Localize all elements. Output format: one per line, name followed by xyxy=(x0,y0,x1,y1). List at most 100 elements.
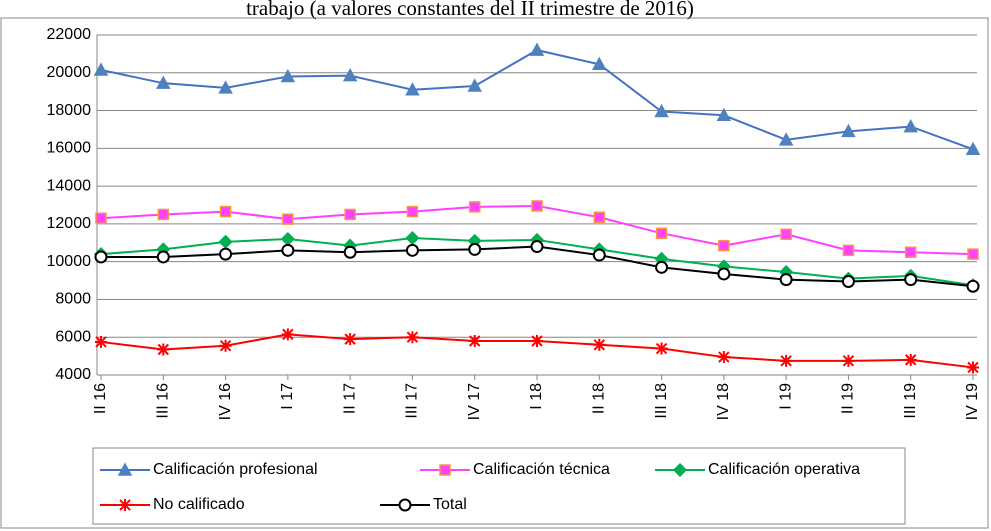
data-point xyxy=(655,260,669,274)
data-point xyxy=(531,200,543,212)
data-point xyxy=(965,141,981,156)
data-point xyxy=(841,123,856,138)
y-tick-label: 18000 xyxy=(47,102,92,119)
data-point xyxy=(468,242,482,256)
data-point xyxy=(280,231,295,247)
data-point xyxy=(842,354,855,367)
x-tick-label: III 17 xyxy=(404,383,421,419)
data-point xyxy=(406,331,419,344)
x-tick-label: IV 16 xyxy=(217,383,234,420)
y-tick-label: 8000 xyxy=(55,291,91,308)
data-point xyxy=(593,211,606,224)
chart-title: trabajo (a valores constantes del II tri… xyxy=(246,0,694,20)
data-point xyxy=(282,213,294,225)
data-point xyxy=(218,234,233,249)
x-tick-label: IV 19 xyxy=(964,383,981,420)
data-point xyxy=(904,353,917,366)
data-point xyxy=(157,208,170,221)
legend-label: Calificación técnica xyxy=(473,461,610,478)
data-point xyxy=(718,239,730,252)
y-tick-label: 6000 xyxy=(55,328,91,345)
data-point xyxy=(655,227,668,240)
data-point xyxy=(778,132,794,146)
data-point xyxy=(281,243,295,257)
x-tick-label: II 18 xyxy=(591,383,608,414)
data-point xyxy=(903,119,918,133)
data-point xyxy=(592,56,607,71)
data-point xyxy=(531,335,543,347)
y-tick-label: 12000 xyxy=(47,215,92,232)
data-point xyxy=(529,42,545,56)
legend-marker xyxy=(439,464,451,476)
data-point xyxy=(281,328,294,341)
data-point xyxy=(406,205,419,218)
data-point xyxy=(219,339,232,352)
y-tick-label: 22000 xyxy=(47,26,92,43)
x-tick-label: III 16 xyxy=(155,383,172,419)
data-point xyxy=(405,243,419,257)
data-point xyxy=(716,107,732,122)
data-point xyxy=(280,68,296,83)
legend-label: Calificación profesional xyxy=(153,461,318,478)
y-tick-label: 20000 xyxy=(47,64,92,81)
x-tick-label: II 17 xyxy=(341,383,358,414)
legend-marker xyxy=(398,498,412,512)
data-point xyxy=(655,342,668,355)
data-point xyxy=(904,273,918,287)
data-point xyxy=(841,275,855,288)
y-tick-label: 10000 xyxy=(47,253,92,270)
data-point xyxy=(156,75,171,89)
legend-marker xyxy=(117,462,133,476)
data-point xyxy=(405,230,420,246)
data-point xyxy=(780,228,792,241)
x-tick-label: II 19 xyxy=(840,383,857,414)
data-point xyxy=(717,351,730,364)
data-point xyxy=(344,208,356,221)
data-point xyxy=(468,335,481,347)
x-tick-label: I 17 xyxy=(279,383,296,410)
x-tick-label: III 18 xyxy=(653,383,670,419)
data-point xyxy=(94,250,108,264)
y-tick-label: 4000 xyxy=(55,366,91,383)
chart-border xyxy=(0,17,989,529)
data-point xyxy=(966,279,980,293)
data-point xyxy=(344,333,357,346)
data-point xyxy=(780,354,793,367)
data-point xyxy=(219,205,232,218)
data-point xyxy=(157,343,170,356)
legend-box xyxy=(92,447,906,525)
data-point xyxy=(592,248,606,262)
legend-label: Total xyxy=(433,496,467,513)
data-point xyxy=(467,78,482,92)
data-point xyxy=(530,240,544,254)
data-point xyxy=(842,244,855,257)
data-point xyxy=(654,103,669,118)
y-tick-label: 16000 xyxy=(47,140,92,157)
data-point xyxy=(95,335,107,348)
data-point xyxy=(967,248,979,260)
x-tick-label: IV 17 xyxy=(466,383,483,420)
data-point xyxy=(717,267,731,281)
data-point xyxy=(904,246,917,258)
data-point xyxy=(342,68,358,82)
x-tick-label: I 19 xyxy=(777,383,794,410)
legend-label: No calificado xyxy=(153,496,245,513)
x-tick-label: I 18 xyxy=(528,383,545,410)
data-point xyxy=(405,82,420,96)
x-tick-label: II 16 xyxy=(92,383,109,414)
x-tick-label: III 19 xyxy=(902,383,919,419)
data-point xyxy=(95,212,107,224)
data-point xyxy=(593,338,606,351)
data-point xyxy=(93,62,109,76)
legend-marker xyxy=(672,462,688,478)
legend-marker xyxy=(119,499,131,511)
data-point xyxy=(156,250,170,264)
x-tick-label: IV 18 xyxy=(715,383,732,420)
data-point xyxy=(343,245,357,259)
series-line xyxy=(100,49,974,151)
y-tick-label: 14000 xyxy=(47,177,92,194)
data-point xyxy=(218,80,233,94)
data-point xyxy=(779,273,793,287)
data-point xyxy=(468,201,481,213)
